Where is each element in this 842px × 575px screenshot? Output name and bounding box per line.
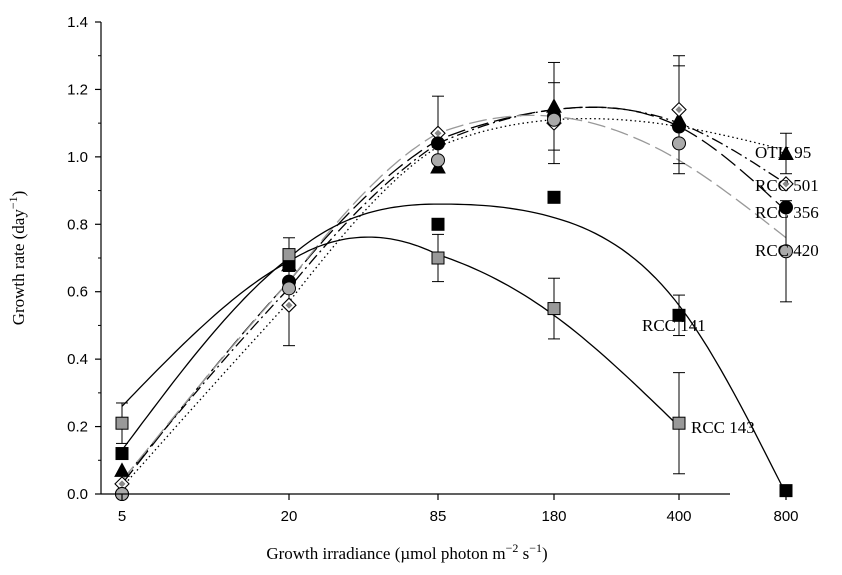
- data-markers: [114, 98, 794, 501]
- point-rcc-420-5: [779, 244, 793, 259]
- point-rcc-420-1: [282, 281, 296, 296]
- fit-curve-rcc-141: [121, 203, 787, 495]
- point-rcc-356-4: [672, 119, 686, 134]
- x-axis-title-sup-1: −1: [529, 541, 542, 555]
- x-tick-label-3: 180: [541, 508, 566, 525]
- point-rcc-501-1-inner: [285, 301, 293, 309]
- x-ticks: 5 20 85 180 400 800: [118, 494, 799, 525]
- y-tick-label-3: 0.6: [67, 284, 88, 301]
- series-label-rcc-420: RCC 420: [755, 241, 819, 260]
- y-axis-title-part-0: Growth rate (day: [9, 209, 28, 326]
- y-ticks: 0.0 0.2 0.4 0.6 0.8 1.0 1.2 1.4: [67, 14, 101, 503]
- fit-curve-rcc-501: [121, 106, 787, 481]
- series-labels: OTH 95 RCC 501 RCC 356 RCC 420 RCC 141 RCC 14…: [642, 143, 819, 437]
- fit-curves: [121, 106, 787, 495]
- x-axis-title: Growth irradiance (µmol photon m−2 s−1): [266, 541, 547, 563]
- point-rcc-501-0-inner: [118, 480, 126, 488]
- x-axis-title-sup-0: −2: [506, 541, 519, 555]
- fit-curve-rcc-143: [121, 236, 680, 428]
- point-rcc-143-3: [547, 302, 561, 316]
- y-tick-label-7: 1.4: [67, 14, 88, 31]
- x-tick-label-2: 85: [430, 508, 447, 525]
- point-rcc-420-3: [547, 112, 561, 127]
- fit-curve-oth-95: [121, 117, 787, 488]
- point-rcc-501-5-inner: [782, 180, 790, 188]
- x-tick-label-1: 20: [281, 508, 298, 525]
- series-label-rcc-501: RCC 501: [755, 176, 819, 195]
- y-tick-label-1: 0.2: [67, 419, 88, 436]
- y-tick-label-6: 1.2: [67, 81, 88, 98]
- series-label-rcc-356: RCC 356: [755, 203, 819, 222]
- series-label-oth-95: OTH 95: [755, 143, 811, 162]
- point-oth-95-5: [778, 145, 794, 160]
- point-rcc-420-4: [672, 136, 686, 151]
- point-rcc-501-2-inner: [434, 129, 442, 137]
- x-axis-title-part-2: ): [542, 544, 548, 563]
- x-tick-label-5: 800: [773, 508, 798, 525]
- point-rcc-501-4-inner: [675, 106, 683, 114]
- y-tick-label-2: 0.4: [67, 351, 88, 368]
- point-rcc-143-2: [431, 251, 445, 265]
- point-rcc-141-4: [672, 308, 686, 322]
- point-rcc-420-2: [431, 153, 445, 168]
- series-label-rcc-143: RCC 143: [691, 418, 755, 437]
- x-tick-label-0: 5: [118, 508, 126, 525]
- point-rcc-141-2: [431, 217, 445, 231]
- y-axis-title-sup: −1: [6, 196, 20, 209]
- y-axis-title-part-1: ): [9, 191, 28, 197]
- point-rcc-356-2: [431, 136, 445, 151]
- point-rcc-141-0: [115, 447, 129, 461]
- point-rcc-141-3: [547, 190, 561, 204]
- y-tick-label-5: 1.0: [67, 149, 88, 166]
- y-tick-label-0: 0.0: [67, 486, 88, 503]
- point-rcc-143-0: [115, 416, 129, 430]
- point-rcc-143-1: [282, 248, 296, 262]
- fit-curve-rcc-356: [121, 106, 787, 485]
- y-tick-label-4: 0.8: [67, 216, 88, 233]
- y-axis-title: Growth rate (day−1): [6, 191, 28, 326]
- point-rcc-356-5: [779, 200, 793, 215]
- x-axis-title-part-1: s: [518, 544, 529, 563]
- fit-curve-rcc-420: [121, 114, 787, 481]
- x-tick-label-4: 400: [666, 508, 691, 525]
- x-axis-title-part-0: Growth irradiance (µmol photon m: [266, 544, 505, 563]
- series-label-rcc-141: RCC 141: [642, 316, 706, 335]
- point-rcc-143-4: [672, 416, 686, 430]
